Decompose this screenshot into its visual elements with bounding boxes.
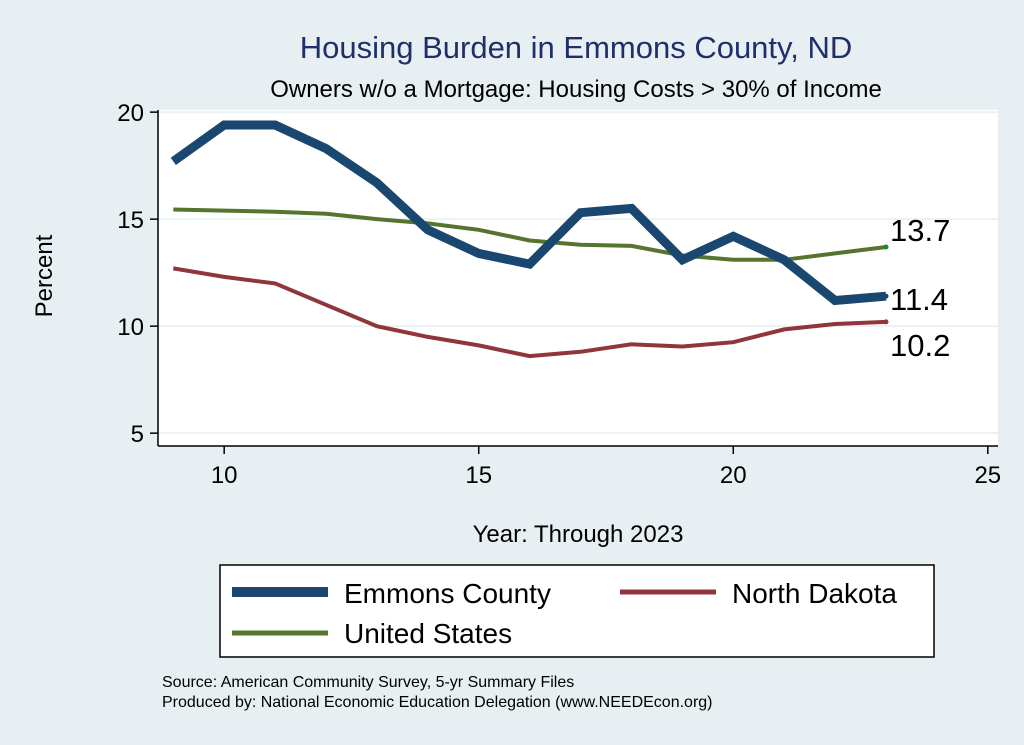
plot-area (158, 110, 998, 446)
legend-label-emmons: Emmons County (344, 578, 551, 609)
axes (157, 110, 998, 447)
legend-label-united-states: United States (344, 618, 512, 649)
y-tick-label: 10 (117, 314, 144, 341)
end-label-emmons-county: 11.4 (890, 282, 948, 317)
series-line-emmons-county (170, 120, 887, 306)
series-line-united-states (173, 207, 887, 262)
end-marker (883, 293, 889, 299)
y-tick-label: 15 (117, 207, 144, 234)
y-axis-title: Percent (31, 234, 58, 317)
chart-subtitle: Owners w/o a Mortgage: Housing Costs > 3… (270, 76, 882, 103)
legend-label-north-dakota: North Dakota (732, 578, 897, 609)
produced-note: Produced by: National Economic Education… (162, 694, 713, 711)
end-labels: 11.4 10.2 13.7 (883, 213, 950, 363)
source-note: Source: American Community Survey, 5-yr … (162, 674, 574, 691)
end-marker (883, 319, 889, 325)
end-label-united-states: 13.7 (890, 213, 950, 248)
y-tick-label: 20 (117, 100, 144, 127)
series-lines (170, 120, 887, 359)
x-tick-label: 15 (465, 462, 492, 489)
x-tick-label: 10 (211, 462, 238, 489)
x-tick-label: 20 (720, 462, 747, 489)
series-line-north-dakota (172, 266, 887, 359)
x-axis-title: Year: Through 2023 (473, 521, 684, 548)
ticks: 5 10 15 20 10 15 20 25 (117, 100, 1001, 489)
legend-box (219, 564, 935, 658)
x-tick-label: 25 (974, 462, 1001, 489)
chart-title: Housing Burden in Emmons County, ND (300, 30, 853, 65)
end-marker (883, 244, 889, 250)
y-tick-label: 5 (131, 421, 144, 448)
legend: Emmons County North Dakota United States (219, 564, 935, 658)
end-label-north-dakota: 10.2 (890, 328, 950, 363)
